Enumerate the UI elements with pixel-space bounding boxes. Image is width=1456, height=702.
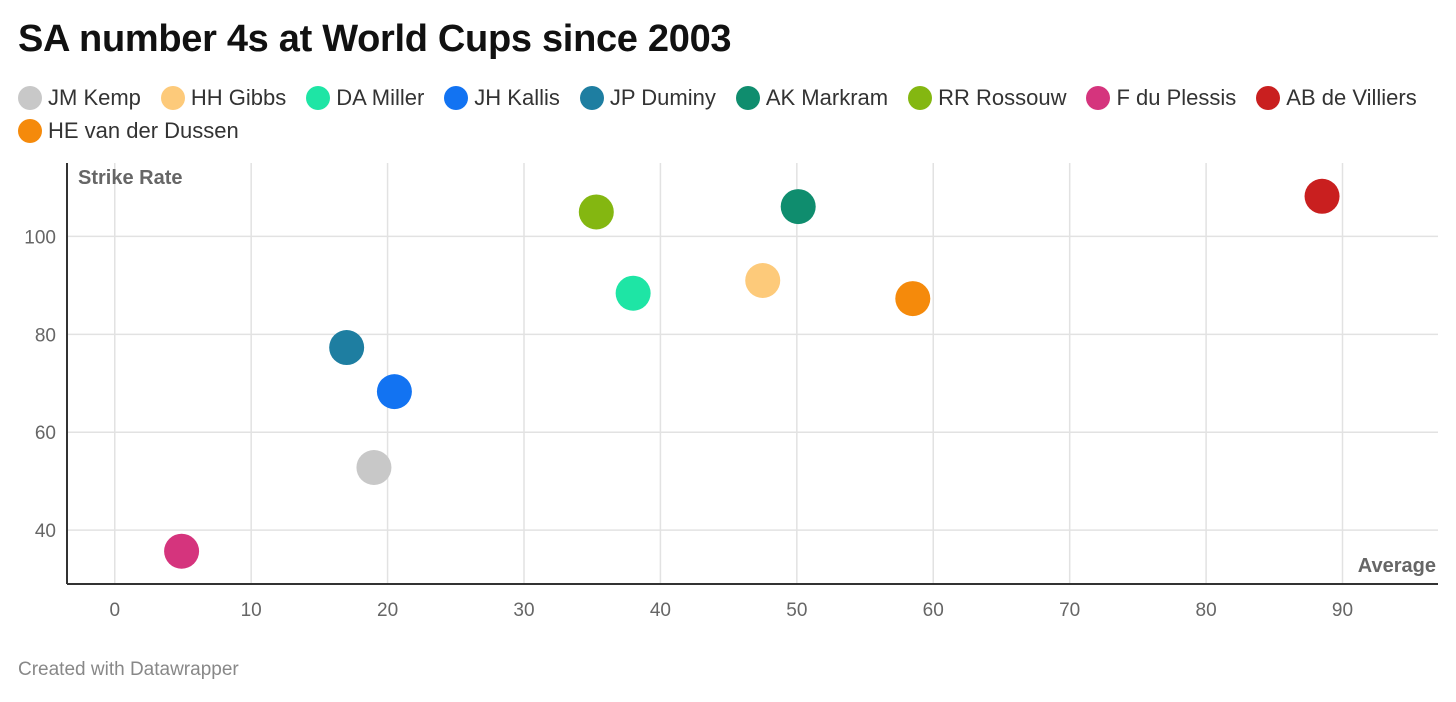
y-axis-title: Strike Rate bbox=[78, 167, 183, 189]
legend-swatch bbox=[18, 85, 42, 110]
x-tick-label: 20 bbox=[377, 600, 398, 621]
legend-label: JH Kallis bbox=[474, 84, 560, 110]
legend-label: DA Miller bbox=[336, 84, 425, 110]
data-point: DA Miller bbox=[615, 275, 651, 311]
legend: JM Kemp HH Gibbs DA Miller JH Kallis JP Dumi… bbox=[18, 84, 1438, 144]
y-tick-label: 80 bbox=[35, 325, 56, 346]
legend-item: F du Plessis bbox=[1086, 84, 1236, 111]
x-tick-label: 80 bbox=[1196, 600, 1217, 621]
legend-label: AB de Villiers bbox=[1286, 84, 1417, 110]
legend-label: HH Gibbs bbox=[190, 84, 287, 110]
legend-label: HE van der Dussen bbox=[48, 117, 239, 143]
data-point: AB de Villiers bbox=[1304, 178, 1340, 214]
x-axis-title: Average bbox=[1358, 555, 1436, 577]
legend-swatch bbox=[908, 85, 933, 110]
legend-swatch bbox=[579, 85, 604, 110]
legend-swatch bbox=[735, 85, 760, 110]
data-point: JH Kallis bbox=[376, 374, 412, 410]
data-point: AK Markram bbox=[780, 189, 816, 225]
data-point: F du Plessis bbox=[164, 533, 200, 569]
x-tick-label: 60 bbox=[923, 600, 944, 621]
legend-swatch bbox=[1256, 85, 1281, 110]
data-point: RR Rossouw bbox=[578, 194, 614, 230]
legend-item: JH Kallis bbox=[444, 84, 560, 111]
y-tick-label: 60 bbox=[35, 423, 56, 444]
legend-swatch bbox=[306, 85, 331, 110]
legend-item: AK Markram bbox=[735, 84, 889, 111]
data-point: HE van der Dussen bbox=[895, 281, 931, 317]
x-tick-label: 70 bbox=[1059, 600, 1080, 621]
legend-label: AK Markram bbox=[765, 84, 889, 110]
x-tick-label: 0 bbox=[109, 600, 120, 621]
y-tick-label: 40 bbox=[35, 521, 56, 542]
legend-item: AB de Villiers bbox=[1256, 84, 1417, 111]
legend-item: JM Kemp bbox=[18, 84, 141, 111]
legend-swatch bbox=[1086, 85, 1111, 110]
data-point: JM Kemp bbox=[356, 449, 392, 485]
x-tick-label: 50 bbox=[786, 600, 807, 621]
chart-title: SA number 4s at World Cups since 2003 bbox=[18, 18, 732, 60]
legend-item: RR Rossouw bbox=[908, 84, 1066, 111]
legend-swatch bbox=[444, 85, 469, 110]
scatter-chart: 0 10 20 30 40 50 60 70 80 90 40 60 80 100 Strike Rate A… bbox=[24, 163, 1438, 621]
legend-label: F du Plessis bbox=[1116, 84, 1237, 110]
x-tick-label: 30 bbox=[513, 600, 534, 621]
legend-item: JP Duminy bbox=[579, 84, 716, 111]
legend-item: DA Miller bbox=[306, 84, 424, 111]
data-point: JP Duminy bbox=[329, 330, 365, 366]
legend-label: RR Rossouw bbox=[938, 84, 1067, 110]
x-tick-label: 40 bbox=[650, 600, 671, 621]
footer-credit: Created with Datawrapper bbox=[18, 659, 239, 680]
legend-swatch bbox=[18, 118, 42, 143]
legend-swatch bbox=[160, 85, 185, 110]
y-tick-label: 100 bbox=[24, 227, 56, 248]
x-tick-label: 10 bbox=[241, 600, 262, 621]
legend-label: JM Kemp bbox=[48, 84, 141, 110]
legend-item: HH Gibbs bbox=[160, 84, 287, 111]
data-point: HH Gibbs bbox=[745, 262, 781, 298]
legend-label: JP Duminy bbox=[609, 84, 716, 110]
x-tick-label: 90 bbox=[1332, 600, 1353, 621]
legend-item: HE van der Dussen bbox=[18, 117, 239, 144]
